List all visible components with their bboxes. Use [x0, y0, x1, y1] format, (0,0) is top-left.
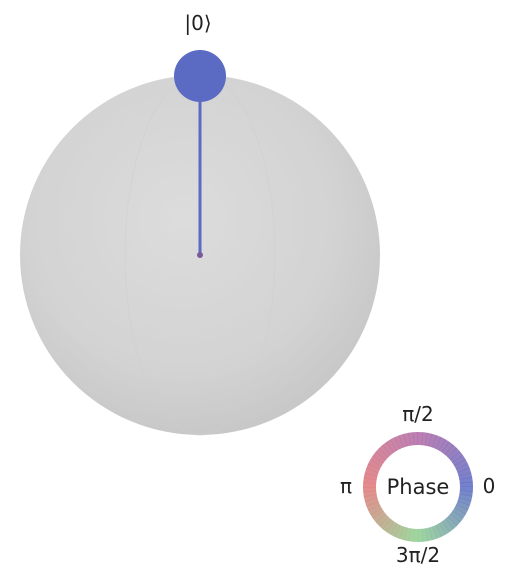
state-label: |0⟩	[184, 11, 211, 35]
sphere-center-dot	[197, 252, 203, 258]
phase-label-pi: π	[340, 474, 352, 498]
phase-legend-title: Phase	[387, 475, 450, 499]
state-vector-head	[174, 50, 226, 102]
phase-label-pi-over-2: π/2	[402, 402, 434, 426]
phase-label-3pi-over-2: 3π/2	[396, 543, 440, 567]
phase-label-0: 0	[483, 474, 496, 498]
